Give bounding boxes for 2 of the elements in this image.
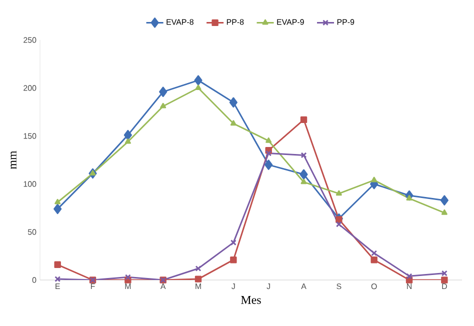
y-axis-title: mm [10, 150, 16, 170]
x-axis-title: Mes [241, 296, 261, 304]
